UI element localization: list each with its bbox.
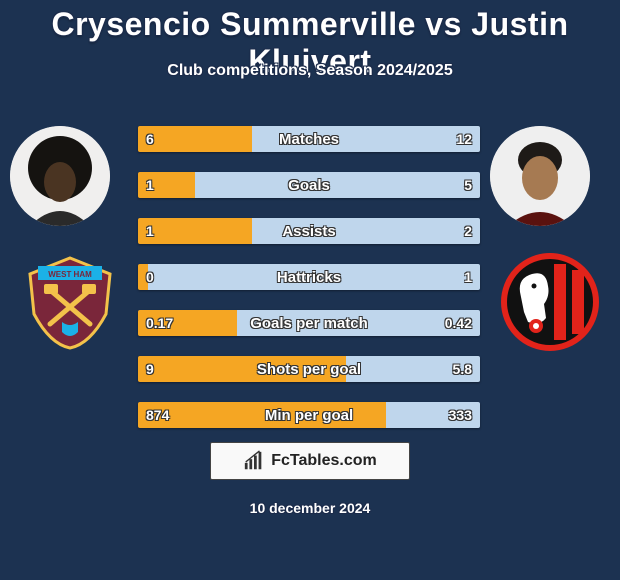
comparison-date: 10 december 2024 [0,500,620,516]
metric-row: Goals per match0.170.42 [138,310,480,336]
metric-bar-left [138,126,252,152]
comparison-card: Crysencio Summerville vs Justin Kluivert… [0,0,620,580]
player-left-silhouette [10,126,110,226]
west-ham-icon: WEST HAM [20,252,120,352]
metric-row: Min per goal874333 [138,402,480,428]
fctables-text: FcTables.com [271,452,377,470]
metric-row: Shots per goal95.8 [138,356,480,382]
club-left-badge: WEST HAM [20,252,120,352]
metric-bar-left [138,172,195,198]
metric-bar-right [252,218,480,244]
metric-row: Hattricks01 [138,264,480,290]
metric-bar-right [346,356,480,382]
metric-row: Matches612 [138,126,480,152]
metric-bar-right [237,310,480,336]
svg-text:WEST HAM: WEST HAM [48,270,92,279]
metric-bar-right [386,402,480,428]
metric-row: Goals15 [138,172,480,198]
metric-row: Assists12 [138,218,480,244]
bournemouth-icon [500,252,600,352]
club-right-badge [500,252,600,352]
metric-bar-left [138,402,386,428]
player-left-avatar [10,126,110,226]
comparison-bars: Matches612 Goals15 Assists12 Hattricks01 Goa… [138,126,480,448]
player-right-silhouette [490,126,590,226]
bar-chart-icon [243,450,265,472]
metric-bar-left [138,264,148,290]
metric-bar-left [138,310,237,336]
metric-bar-right [195,172,480,198]
metric-bar-left [138,356,346,382]
metric-bar-right [148,264,480,290]
fctables-logo: FcTables.com [210,442,410,480]
metric-bar-right [252,126,480,152]
metric-bar-left [138,218,252,244]
page-subtitle: Club competitions, Season 2024/2025 [0,62,620,80]
player-right-avatar [490,126,590,226]
